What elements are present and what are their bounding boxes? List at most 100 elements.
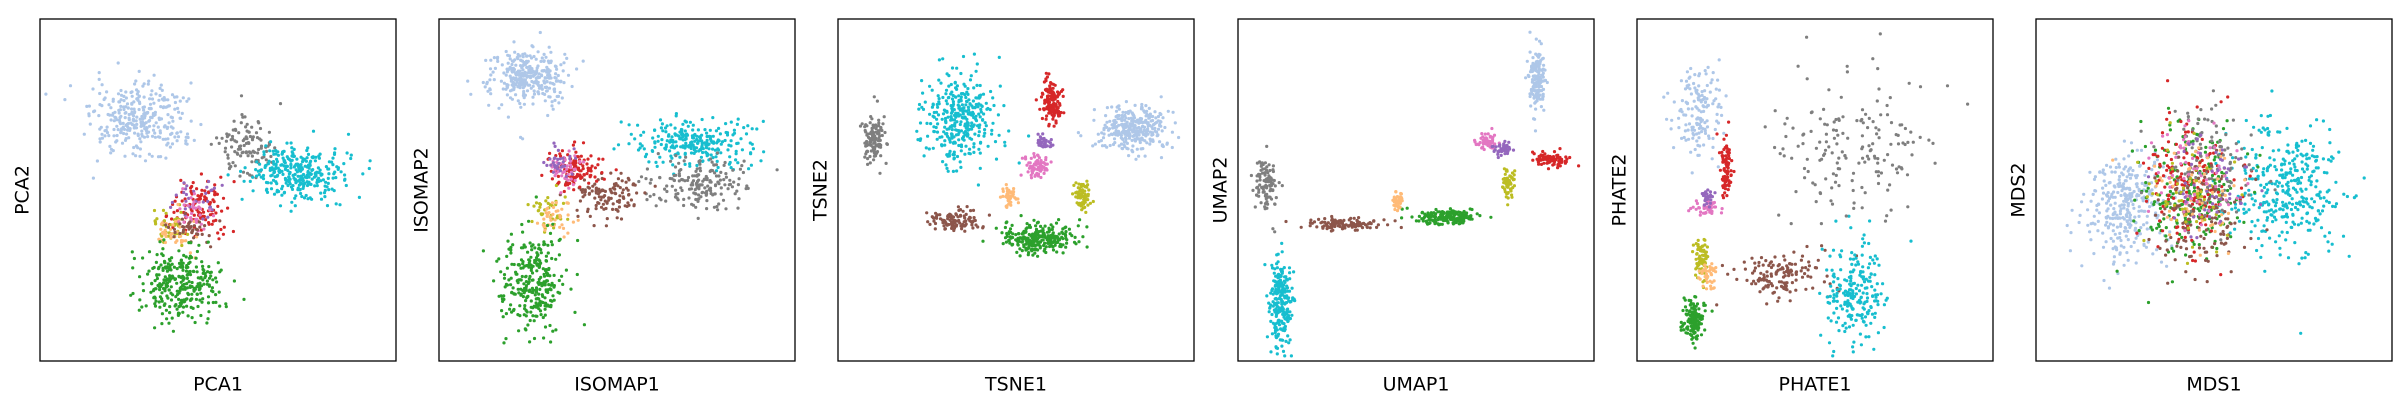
data-point [958, 214, 963, 218]
data-point [697, 187, 701, 191]
data-point [179, 234, 183, 238]
data-point [878, 134, 882, 138]
data-point [537, 75, 542, 79]
data-point [177, 249, 181, 253]
data-point [542, 336, 546, 340]
data-point [324, 180, 328, 184]
data-point [556, 209, 560, 213]
data-point [665, 124, 669, 128]
data-point [1108, 143, 1112, 148]
data-point [502, 71, 506, 75]
y-axis-label: ISOMAP2 [411, 147, 433, 233]
data-point [537, 72, 541, 76]
data-point [941, 160, 945, 164]
data-point [481, 249, 485, 253]
data-point [1021, 237, 1025, 241]
data-point [143, 116, 147, 120]
data-point [571, 143, 576, 147]
data-point [545, 271, 549, 275]
data-point [496, 59, 500, 64]
data-point [213, 183, 217, 187]
data-point [952, 156, 956, 160]
data-point [1028, 225, 1033, 229]
data-point [188, 273, 193, 277]
data-point [965, 132, 970, 136]
cluster-4-points [1490, 139, 1516, 160]
data-point [506, 115, 510, 119]
data-point [601, 188, 605, 193]
data-point [972, 142, 976, 146]
data-point [208, 271, 212, 275]
data-point [504, 282, 508, 286]
data-point [502, 341, 506, 345]
data-point [1081, 235, 1085, 239]
data-point [553, 218, 557, 222]
data-point [547, 283, 551, 287]
data-point [674, 114, 678, 118]
data-point [566, 231, 570, 235]
data-point [560, 164, 565, 168]
data-point [741, 170, 746, 175]
data-point [981, 239, 985, 243]
data-point [195, 270, 199, 274]
data-point [559, 191, 563, 195]
data-point [1504, 182, 1508, 186]
data-point [1564, 155, 1568, 159]
data-point [186, 265, 190, 269]
data-point [540, 83, 544, 88]
data-point [130, 90, 134, 94]
data-point [627, 123, 631, 127]
data-point [165, 277, 169, 281]
data-point [625, 204, 629, 208]
data-point [190, 316, 194, 320]
data-point [140, 114, 144, 119]
data-point [976, 183, 981, 187]
data-point [556, 290, 560, 294]
data-point [512, 87, 516, 92]
data-point [648, 194, 652, 198]
data-point [1088, 201, 1092, 205]
data-point [928, 112, 932, 116]
data-point [1534, 52, 1538, 56]
data-point [136, 90, 140, 94]
data-point [197, 200, 201, 204]
data-point [1137, 154, 1141, 158]
cluster-1-points [858, 95, 890, 175]
data-point [1001, 242, 1005, 246]
data-point [700, 117, 704, 122]
data-point [589, 169, 593, 173]
data-point [948, 140, 952, 144]
data-point [1460, 216, 1464, 220]
data-point [180, 243, 184, 248]
data-point [192, 224, 196, 228]
data-point [1045, 114, 1049, 118]
data-point [677, 161, 681, 165]
data-point [609, 171, 613, 175]
data-point [1499, 153, 1503, 157]
data-point [607, 198, 611, 202]
data-point [1496, 152, 1500, 156]
data-point [210, 286, 214, 290]
data-point [982, 112, 986, 116]
data-point [1456, 216, 1460, 220]
data-point [1532, 78, 1536, 82]
data-point [188, 285, 192, 289]
data-point [155, 253, 159, 257]
data-point [85, 104, 89, 108]
data-point [235, 140, 239, 144]
data-point [258, 162, 262, 166]
data-point [975, 83, 979, 87]
data-point [621, 188, 625, 192]
data-point [264, 149, 269, 153]
data-point [933, 221, 938, 226]
data-point [943, 116, 948, 121]
data-point [191, 306, 195, 310]
data-point [1038, 107, 1042, 111]
data-point [205, 321, 209, 325]
data-point [1052, 239, 1056, 243]
data-point [727, 162, 732, 166]
data-point [91, 87, 95, 91]
data-point [255, 174, 259, 178]
data-point [234, 128, 238, 132]
data-point [142, 82, 146, 86]
